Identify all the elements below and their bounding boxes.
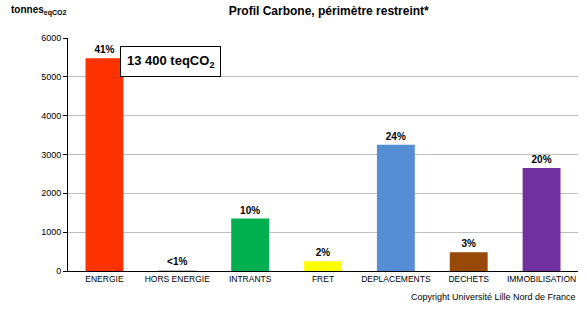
svg-text:6000: 6000 (41, 33, 61, 43)
svg-text:5000: 5000 (41, 72, 61, 82)
svg-text:3%: 3% (461, 238, 476, 249)
svg-text:HORS ENERGIE: HORS ENERGIE (145, 274, 211, 284)
svg-text:DECHETS: DECHETS (448, 274, 489, 284)
svg-text:INTRANTS: INTRANTS (229, 274, 272, 284)
svg-text:41%: 41% (94, 44, 114, 55)
svg-text:24%: 24% (386, 131, 406, 142)
svg-text:20%: 20% (532, 154, 552, 165)
svg-text:<1%: <1% (167, 256, 187, 267)
svg-text:IMMOBILISATION: IMMOBILISATION (507, 274, 576, 284)
svg-text:1000: 1000 (41, 227, 61, 237)
svg-text:13 400 teqCO​2​: 13 400 teqCO​2​ (127, 53, 214, 70)
svg-text:10%: 10% (240, 205, 260, 216)
svg-text:2%: 2% (316, 247, 331, 258)
svg-text:ENERGIE: ENERGIE (85, 274, 124, 284)
svg-text:2000: 2000 (41, 188, 61, 198)
svg-text:Copyright Université Lille Nor: Copyright Université Lille Nord de Franc… (411, 292, 576, 302)
svg-text:Profil Carbone, périmètre rest: Profil Carbone, périmètre restreint* (229, 4, 429, 18)
svg-text:DEPLACEMENTS: DEPLACEMENTS (361, 274, 431, 284)
svg-text:FRET: FRET (312, 274, 334, 284)
svg-text:0: 0 (56, 266, 61, 276)
svg-text:3000: 3000 (41, 150, 61, 160)
svg-text:tonnes​eqCO2​: tonnes​eqCO2​ (11, 4, 66, 17)
svg-text:4000: 4000 (41, 111, 61, 121)
